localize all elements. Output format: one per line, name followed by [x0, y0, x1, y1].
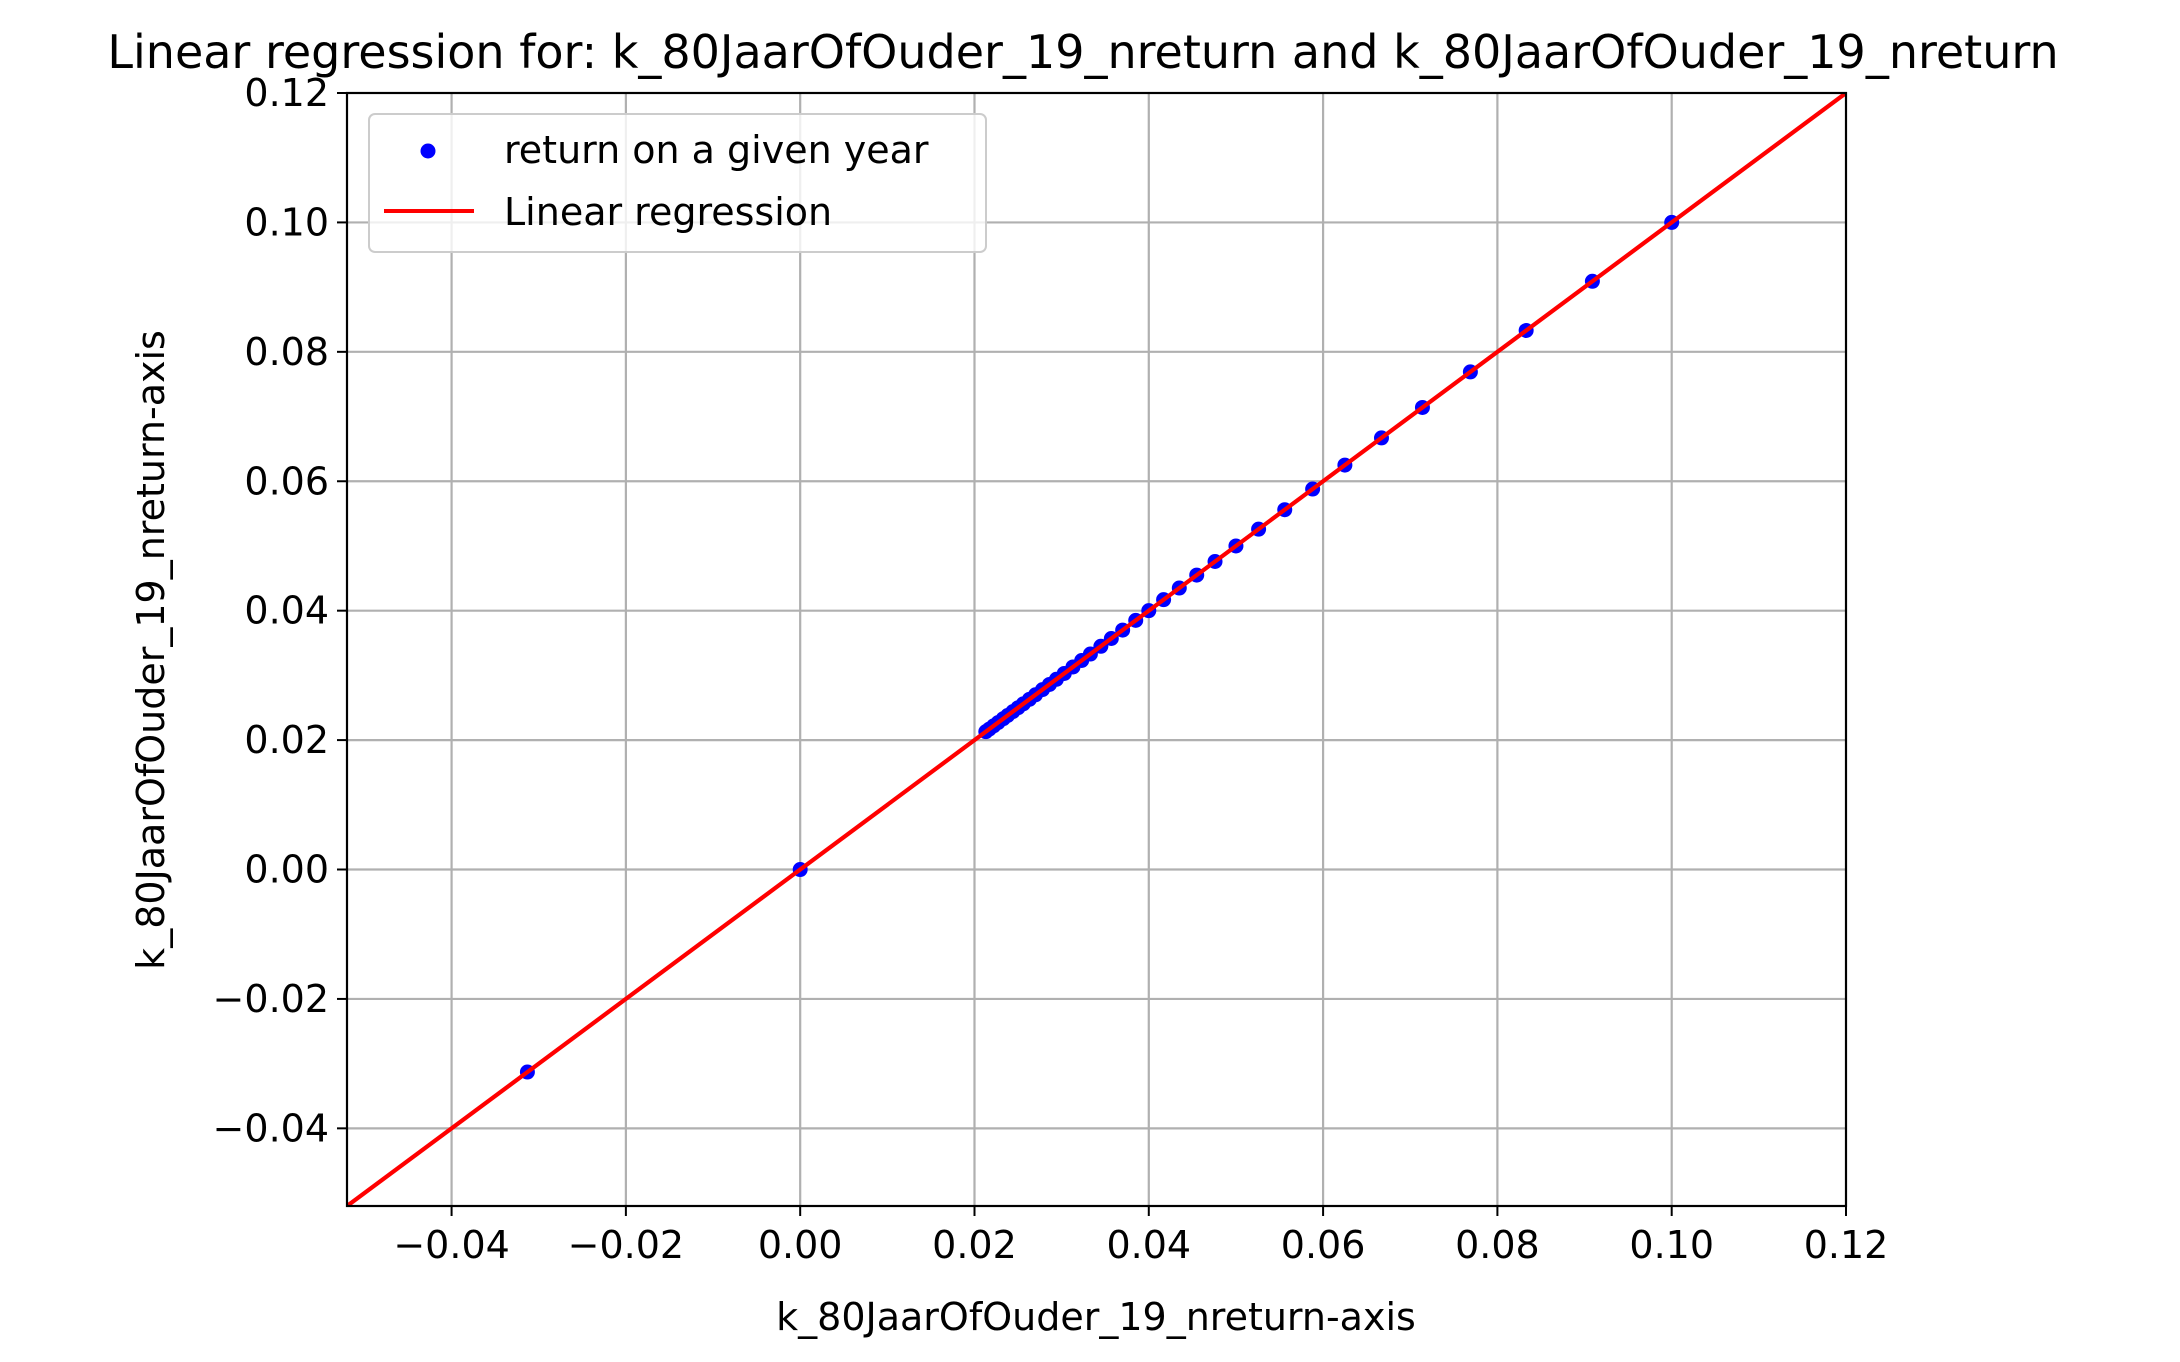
- plot-area: [347, 93, 1846, 1206]
- grid: [347, 93, 1846, 1206]
- x-tick-label: 0.08: [1455, 1223, 1540, 1267]
- legend-label-line: Linear regression: [504, 190, 832, 234]
- y-tick-label: −0.04: [213, 1106, 329, 1150]
- x-axis-ticks: −0.04 −0.02 0.00 0.02 0.04 0.06 0.08 0.10 0.12: [393, 1206, 1888, 1267]
- legend-box: [368, 113, 987, 253]
- plot-frame: [345, 91, 1848, 1208]
- legend-label-scatter: return on a given year: [504, 128, 929, 172]
- y-tick-label: 0.02: [244, 718, 329, 762]
- x-tick-label: 0.06: [1281, 1223, 1366, 1267]
- x-tick-label: 0.10: [1629, 1223, 1714, 1267]
- y-tick-label: 0.10: [244, 200, 329, 244]
- x-tick-label: 0.00: [758, 1223, 843, 1267]
- x-tick-label: −0.04: [393, 1223, 509, 1267]
- y-tick-label: 0.00: [244, 848, 329, 892]
- y-axis-ticks: −0.04 −0.02 0.00 0.02 0.04 0.06 0.08 0.10 0.12: [213, 71, 347, 1150]
- x-tick-label: −0.02: [568, 1223, 684, 1267]
- y-tick-label: 0.06: [244, 459, 329, 503]
- x-tick-label: 0.02: [932, 1223, 1017, 1267]
- legend: return on a given year Linear regression: [368, 113, 987, 253]
- x-axis-label: k_80JaarOfOuder_19_nreturn-axis: [776, 1295, 1416, 1339]
- y-tick-label: 0.04: [244, 589, 329, 633]
- y-tick-label: 0.12: [244, 71, 329, 115]
- chart-title: Linear regression for: k_80JaarOfOuder_1…: [107, 25, 2058, 79]
- y-axis-label: k_80JaarOfOuder_19_nreturn-axis: [129, 330, 173, 970]
- x-tick-label: 0.12: [1804, 1223, 1889, 1267]
- regression-line: [347, 93, 1846, 1206]
- x-tick-label: 0.04: [1106, 1223, 1191, 1267]
- y-tick-label: 0.08: [244, 330, 329, 374]
- y-tick-label: −0.02: [213, 977, 329, 1021]
- legend-scatter-marker: [420, 143, 436, 159]
